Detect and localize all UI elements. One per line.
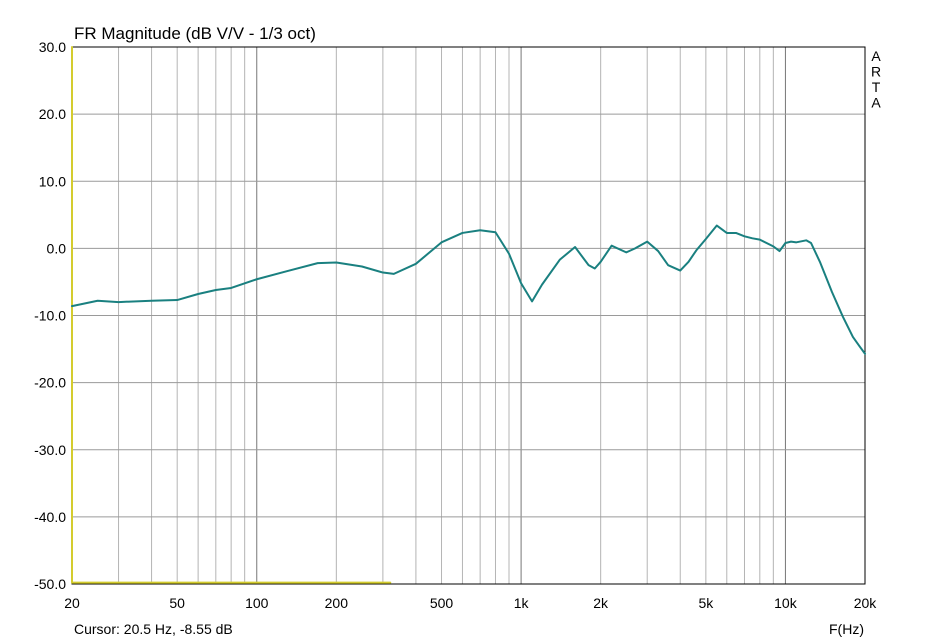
x-tick-label: 2k [593, 595, 609, 611]
x-tick-label: 5k [698, 595, 714, 611]
x-tick-label: 20k [854, 595, 878, 611]
x-tick-label: 10k [774, 595, 798, 611]
arta-letter: R [871, 64, 881, 80]
y-tick-label: -10.0 [34, 308, 66, 324]
x-tick-label: 20 [64, 595, 80, 611]
arta-letter: T [872, 79, 881, 95]
x-tick-labels: 20 50 100 200 500 1k 2k 5k 10k 20k [64, 595, 877, 611]
arta-letter: A [871, 48, 881, 64]
x-tick-label: 100 [245, 595, 269, 611]
x-tick-label: 50 [169, 595, 185, 611]
y-tick-label: 20.0 [39, 106, 66, 122]
chart-title: FR Magnitude (dB V/V - 1/3 oct) [74, 24, 316, 43]
y-tick-label: -40.0 [34, 509, 66, 525]
x-tick-label: 500 [430, 595, 454, 611]
series-layer [71, 46, 866, 584]
y-tick-label: -30.0 [34, 442, 66, 458]
arta-letter: A [871, 95, 881, 111]
x-tick-label: 200 [325, 595, 349, 611]
y-tick-label: -20.0 [34, 375, 66, 391]
cursor-readout: Cursor: 20.5 Hz, -8.55 dB [74, 621, 233, 637]
y-tick-label: -50.0 [34, 576, 66, 592]
y-tick-label: 0.0 [47, 240, 67, 256]
cursor-marker-series [71, 46, 392, 584]
x-axis-label: F(Hz) [829, 621, 864, 637]
y-tick-label: 10.0 [39, 173, 66, 189]
x-tick-label: 1k [514, 595, 530, 611]
y-tick-label: 30.0 [39, 39, 66, 55]
grid-lines [72, 47, 865, 584]
y-tick-labels: 30.0 20.0 10.0 0.0 -10.0 -20.0 -30.0 -40.0 -50.0 [34, 39, 66, 592]
frequency-response-series [71, 224, 866, 355]
